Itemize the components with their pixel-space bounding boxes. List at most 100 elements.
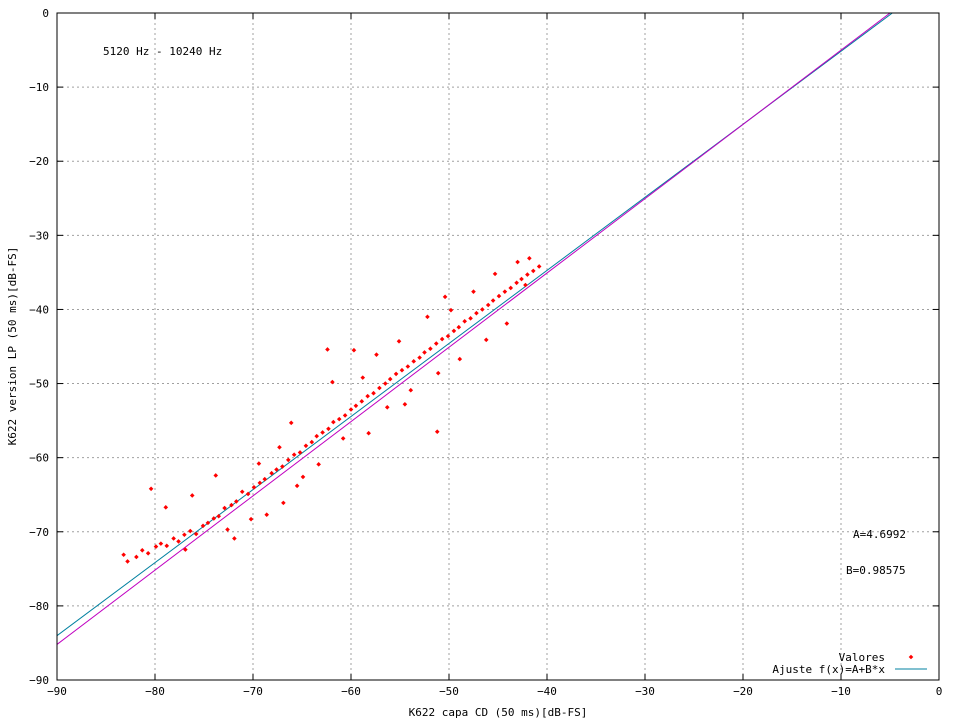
data-point — [536, 264, 542, 269]
legend-label-ajuste: Ajuste f(x)=A+B*x — [772, 663, 885, 676]
data-point — [471, 289, 476, 294]
data-point — [462, 319, 467, 324]
band-annotation: 5120 Hz - 10240 Hz — [103, 45, 222, 58]
data-point — [523, 282, 528, 288]
data-point — [285, 457, 291, 463]
y-axis-ticks: −90 −80 −70 −60 −50 −40 −30 −20 −10 0 — [29, 7, 939, 687]
data-point — [439, 336, 445, 342]
data-point — [504, 321, 510, 326]
data-point — [387, 376, 393, 382]
data-point — [176, 539, 181, 544]
data-point — [251, 485, 257, 490]
data-point — [213, 473, 219, 478]
x-tick-label: −40 — [537, 685, 557, 698]
data-point — [187, 528, 193, 534]
data-point — [434, 429, 440, 435]
data-point — [515, 259, 520, 265]
x-tick-label: −20 — [733, 685, 753, 698]
data-point — [222, 505, 227, 511]
data-point — [125, 559, 130, 564]
data-point — [225, 527, 230, 532]
x-tick-label: −30 — [635, 685, 655, 698]
data-point — [451, 328, 457, 334]
data-point — [280, 464, 285, 469]
data-point — [408, 387, 414, 393]
data-point — [211, 516, 217, 521]
data-point — [433, 341, 439, 346]
data-point — [182, 532, 187, 538]
data-point — [399, 367, 405, 373]
data-point — [383, 381, 388, 386]
data-point — [245, 491, 251, 497]
data-point — [232, 536, 237, 541]
data-point — [303, 443, 309, 449]
data-point — [257, 480, 263, 486]
grid — [57, 13, 939, 680]
data-point — [435, 370, 441, 376]
data-point — [448, 307, 454, 313]
data-point — [134, 554, 139, 560]
data-point — [502, 289, 508, 294]
y-tick-label: −90 — [29, 674, 49, 687]
data-point — [234, 499, 239, 504]
data-point — [402, 402, 408, 407]
data-point — [291, 452, 297, 458]
data-point — [248, 516, 254, 522]
data-point — [508, 285, 514, 291]
x-tick-label: −90 — [47, 685, 67, 698]
legend-label-valores: Valores — [839, 651, 885, 664]
data-point — [456, 324, 462, 330]
data-point — [519, 276, 524, 282]
data-point — [320, 430, 325, 435]
data-point — [281, 500, 286, 506]
data-point — [309, 439, 315, 445]
data-point — [445, 333, 451, 339]
data-point — [490, 298, 496, 303]
fit-param-b: B=0.98575 — [846, 564, 906, 577]
y-tick-label: −10 — [29, 81, 49, 94]
data-point — [468, 316, 473, 321]
y-axis-label: K622 version LP (50 ms)[dB-FS] — [6, 247, 19, 446]
data-point — [216, 513, 221, 519]
data-point — [294, 483, 300, 489]
data-point — [377, 385, 382, 391]
x-axis-ticks: −90 −80 −70 −60 −50 −40 −30 −20 −10 0 — [47, 13, 942, 698]
legend-marker-diamond — [908, 654, 914, 660]
data-point — [256, 461, 262, 466]
data-point — [483, 337, 489, 343]
data-point — [274, 467, 279, 472]
data-points — [121, 256, 542, 564]
data-point — [360, 375, 366, 380]
legend-marker-valores — [908, 654, 914, 660]
data-point — [264, 512, 270, 518]
data-point — [417, 355, 422, 360]
data-point — [171, 536, 176, 541]
data-point — [325, 347, 330, 352]
data-point — [366, 430, 371, 436]
fit-param-a: A=4.6992 — [853, 528, 906, 541]
y-tick-label: 0 — [42, 7, 49, 20]
y-tick-label: −30 — [29, 229, 49, 242]
data-point — [330, 379, 335, 385]
x-tick-label: −10 — [831, 685, 851, 698]
x-tick-label: −80 — [145, 685, 165, 698]
data-point — [428, 346, 433, 352]
data-point — [405, 364, 411, 369]
y-tick-label: −50 — [29, 378, 49, 391]
data-point — [359, 399, 365, 404]
data-point — [348, 407, 354, 412]
data-point — [530, 268, 536, 274]
data-point — [525, 272, 530, 277]
data-point — [336, 416, 342, 422]
data-point — [480, 307, 485, 312]
data-point — [193, 531, 199, 537]
data-point — [314, 433, 319, 439]
data-point — [351, 347, 357, 353]
data-point — [205, 520, 211, 526]
data-point — [200, 523, 206, 529]
data-point — [411, 359, 417, 364]
data-point — [422, 350, 427, 355]
data-point — [342, 413, 348, 418]
